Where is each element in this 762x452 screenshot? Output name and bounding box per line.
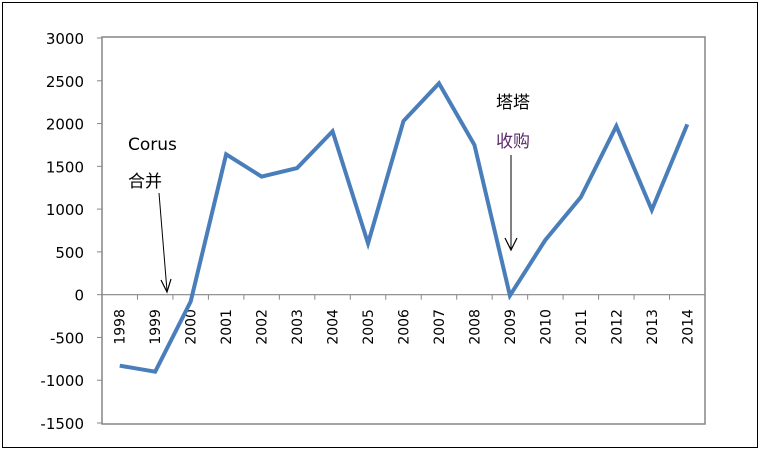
annotation-text: 收购 [496,132,530,152]
x-tick-label: 2007 [432,309,448,345]
y-tick-label: 1000 [46,201,84,219]
x-tick-label: 2004 [326,309,342,345]
x-tick-label: 2000 [184,309,200,345]
x-tick-label: 2014 [680,309,696,345]
y-axis: 3000 2500 2000 1500 1000 500 0 -500 -1000 -1500 [40,30,102,433]
y-tick-label: 3000 [46,30,84,48]
x-tick-label: 2002 [255,309,271,345]
y-tick-label: 2500 [46,73,84,91]
x-tick-label: 2005 [361,309,377,345]
x-tick-label: 2009 [503,309,519,345]
x-tick-label: 2011 [574,309,590,345]
x-axis: 1998 1999 2000 2001 2002 2003 2004 2005 2006 2007… [101,294,706,345]
annotation-text: 塔塔 [496,93,530,113]
x-tick-label: 2006 [397,309,413,345]
y-tick-label: 0 [74,287,84,305]
chart-frame [2,2,758,448]
annotation-corus: Corus 合并 [128,135,177,294]
y-tick-label: -500 [50,329,84,347]
x-tick-label: 1999 [148,309,164,345]
y-tick-label: -1000 [40,372,84,390]
arrow-head [504,237,518,252]
y-tick-label: 2000 [46,116,84,134]
annotation-tata: 塔塔 收购 [496,93,530,252]
x-tick-label: 2001 [219,309,235,345]
y-tick-label: 500 [55,244,84,262]
x-tick-label: 2008 [467,309,483,345]
y-tick-label: -1500 [40,415,84,433]
arrow-head [160,278,172,294]
series [119,80,690,374]
x-tick-label: 2003 [290,309,306,345]
arrow-line [158,192,168,292]
x-tick-label: 1998 [113,309,129,345]
annotation-text: Corus [128,135,177,155]
plot-area [101,36,706,425]
x-tick-label: 2012 [609,309,625,345]
x-tick-label: 2013 [645,309,661,345]
annotation-text: 合并 [128,172,162,192]
y-tick-label: 1500 [46,158,84,176]
x-tick-label: 2010 [538,309,554,345]
